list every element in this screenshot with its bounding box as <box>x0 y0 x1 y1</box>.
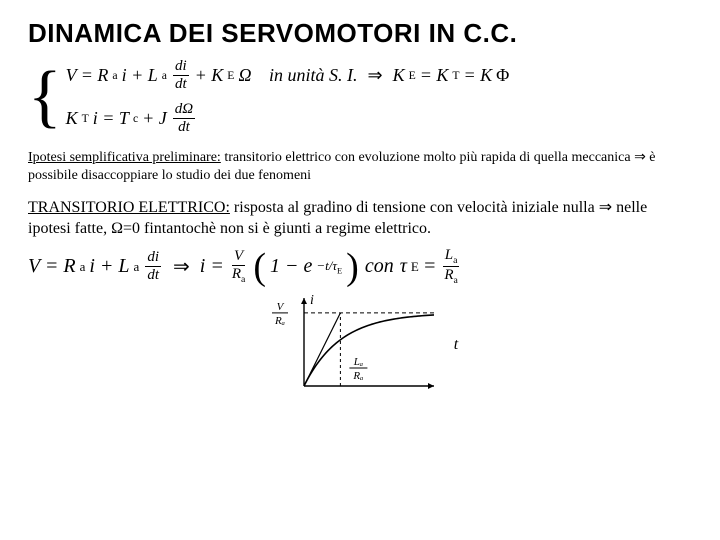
response-chart-row: i V Rₐ Lₐ Rₐ t <box>28 290 692 400</box>
voltage-equation: V = Ra i + La didt + KE Ω in unità S. I.… <box>66 59 510 92</box>
svg-text:i: i <box>310 293 314 308</box>
left-brace: { <box>28 67 62 127</box>
transient-paragraph: TRANSITORIO ELETTRICO: risposta al gradi… <box>28 198 692 240</box>
svg-text:Rₐ: Rₐ <box>352 370 363 382</box>
svg-text:Rₐ: Rₐ <box>274 315 285 327</box>
page-title: DINAMICA DEI SERVOMOTORI IN C.C. <box>28 18 692 49</box>
torque-equation: KT i = Tc + J dΩdt <box>66 102 510 135</box>
svg-text:V: V <box>276 301 284 313</box>
response-chart: i V Rₐ Lₐ Rₐ <box>262 290 442 400</box>
transient-lead: TRANSITORIO ELETTRICO: <box>28 199 230 216</box>
solution-equation: V = Ra i + La didt ⇒ i = VRa (1 − e−t/τE… <box>28 248 692 287</box>
hypothesis-lead: Ipotesi semplificativa preliminare: <box>28 150 221 165</box>
x-axis-label: t <box>454 336 458 354</box>
svg-text:Lₐ: Lₐ <box>352 356 362 368</box>
system-equations: { V = Ra i + La didt + KE Ω in unità S. … <box>28 59 692 135</box>
hypothesis-paragraph: Ipotesi semplificativa preliminare: tran… <box>28 149 692 184</box>
